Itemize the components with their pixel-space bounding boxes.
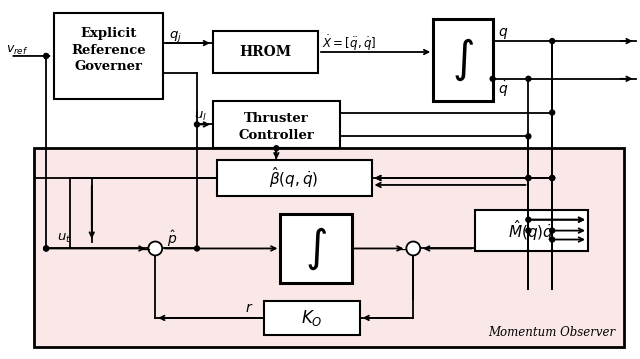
Circle shape xyxy=(550,110,555,115)
Text: $\hat{M}(q)\dot{q}$: $\hat{M}(q)\dot{q}$ xyxy=(508,218,554,243)
Text: $v_{ref}$: $v_{ref}$ xyxy=(6,43,29,57)
Text: Thruster: Thruster xyxy=(244,112,308,125)
Circle shape xyxy=(550,176,555,181)
Bar xyxy=(213,101,340,148)
Text: $-$: $-$ xyxy=(396,242,408,256)
Circle shape xyxy=(406,242,420,255)
Text: $u_l$: $u_l$ xyxy=(194,110,207,123)
Circle shape xyxy=(526,176,531,181)
Circle shape xyxy=(526,217,531,222)
Circle shape xyxy=(550,228,555,233)
Bar xyxy=(217,160,372,196)
Text: $\hat{\beta}(q,\dot{q})$: $\hat{\beta}(q,\dot{q})$ xyxy=(269,165,319,191)
Circle shape xyxy=(526,176,531,181)
Text: $\dot{X}=[\ddot{q},\dot{q}]$: $\dot{X}=[\ddot{q},\dot{q}]$ xyxy=(322,33,376,53)
Circle shape xyxy=(526,134,531,139)
Text: $-$: $-$ xyxy=(140,242,152,256)
Circle shape xyxy=(274,146,279,151)
Text: Governer: Governer xyxy=(75,60,143,73)
Circle shape xyxy=(526,76,531,81)
Circle shape xyxy=(550,176,555,181)
Text: $u_t$: $u_t$ xyxy=(57,232,71,245)
Text: $\int$: $\int$ xyxy=(305,225,327,272)
Circle shape xyxy=(148,242,162,255)
Bar xyxy=(264,301,360,335)
Circle shape xyxy=(490,76,495,81)
Text: HROM: HROM xyxy=(239,45,291,59)
Circle shape xyxy=(550,39,555,43)
Text: $r$: $r$ xyxy=(245,301,254,315)
Circle shape xyxy=(550,237,555,242)
Text: Momentum Observer: Momentum Observer xyxy=(488,326,616,339)
Text: $\dot{q}$: $\dot{q}$ xyxy=(498,79,508,99)
Text: Reference: Reference xyxy=(71,43,146,56)
Text: Explicit: Explicit xyxy=(81,27,137,39)
Bar xyxy=(433,19,493,101)
Text: $K_O$: $K_O$ xyxy=(301,308,323,328)
Circle shape xyxy=(195,246,200,251)
Circle shape xyxy=(526,228,531,233)
Bar xyxy=(280,214,352,283)
Circle shape xyxy=(195,122,200,127)
Bar xyxy=(475,210,588,251)
Circle shape xyxy=(44,53,49,59)
Text: $q$: $q$ xyxy=(498,25,508,41)
Circle shape xyxy=(44,246,49,251)
Text: $q_j$: $q_j$ xyxy=(169,29,182,43)
Text: $\int$: $\int$ xyxy=(452,37,474,83)
Text: $\hat{p}$: $\hat{p}$ xyxy=(167,228,177,249)
Bar xyxy=(34,148,623,347)
Circle shape xyxy=(44,246,49,251)
Bar xyxy=(213,31,318,73)
Text: Controller: Controller xyxy=(239,129,314,142)
Bar xyxy=(54,13,163,99)
